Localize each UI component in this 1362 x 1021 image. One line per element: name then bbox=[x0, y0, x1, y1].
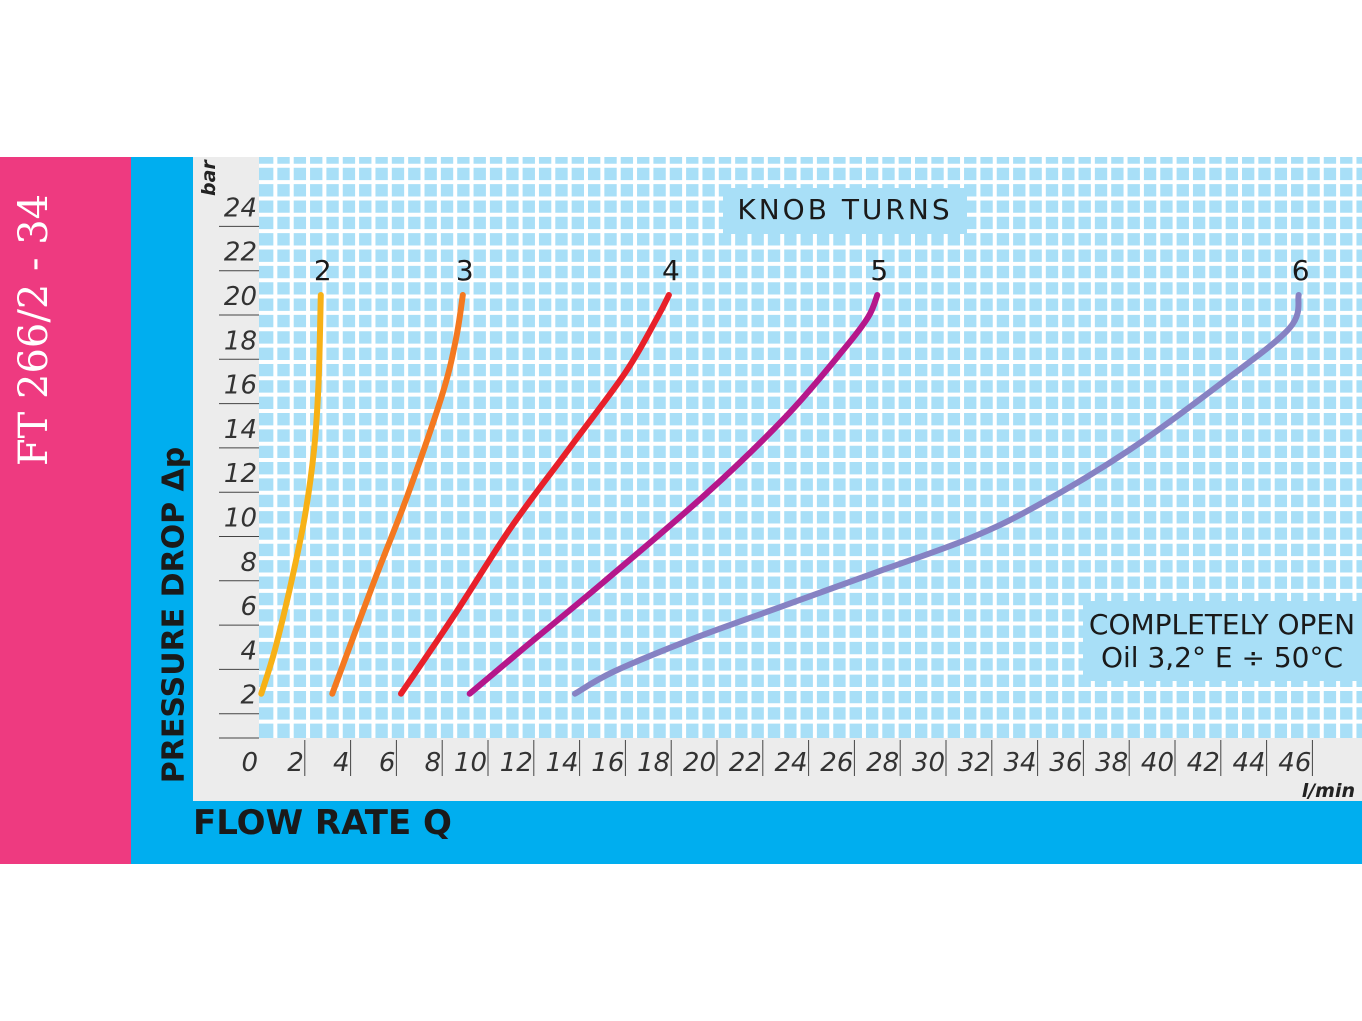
x-tick-label: 30 bbox=[912, 748, 945, 778]
x-tick-label: 12 bbox=[500, 748, 533, 778]
x-tick-label: 16 bbox=[591, 748, 624, 778]
x-axis-title: FLOW RATE Q bbox=[193, 803, 452, 843]
x-tick-label: 4 bbox=[333, 748, 350, 778]
note-line: Oil 3,2° E ÷ 50°C bbox=[1101, 641, 1343, 674]
series-line-4 bbox=[398, 292, 672, 697]
x-tick-label: 20 bbox=[683, 748, 716, 778]
x-tick-label: 26 bbox=[820, 748, 853, 778]
series-line-2 bbox=[258, 292, 324, 697]
model-band bbox=[0, 157, 131, 864]
x-tick-label: 34 bbox=[1004, 748, 1037, 778]
y-tick-label: 22 bbox=[224, 238, 257, 268]
y-tick-label: 16 bbox=[224, 371, 257, 401]
x-tick-label: 28 bbox=[866, 748, 899, 778]
series-label-5: 5 bbox=[870, 254, 888, 287]
legend-title-background bbox=[723, 188, 967, 234]
x-tick-label: 6 bbox=[379, 748, 396, 778]
y-tick-label: 18 bbox=[224, 326, 257, 356]
x-tick-label: 38 bbox=[1095, 748, 1128, 778]
y-tick-label: 20 bbox=[224, 282, 257, 312]
y-tick-label: 6 bbox=[240, 592, 257, 622]
x-tick-label: 14 bbox=[546, 748, 579, 778]
series-layer: 2 3 4 5 6 bbox=[258, 254, 1310, 697]
series-line-3 bbox=[329, 292, 466, 697]
series-label-2: 2 bbox=[314, 254, 332, 287]
note-line: COMPLETELY OPEN bbox=[1089, 608, 1355, 641]
series-label-4: 4 bbox=[662, 254, 680, 287]
y-tick-label: 12 bbox=[224, 459, 257, 489]
x-tick-label: 36 bbox=[1049, 748, 1082, 778]
y-tick-label: 24 bbox=[224, 193, 257, 223]
x-tick-label: 40 bbox=[1141, 748, 1174, 778]
series-label-6: 6 bbox=[1292, 254, 1310, 287]
series-line-6 bbox=[572, 292, 1302, 697]
x-axis: 0 2 4 6 8 10 12 14 16 18 20 22 24 26 28 30 32 34 36 38 40 42 4… bbox=[241, 740, 1355, 802]
x-tick-label: 42 bbox=[1187, 748, 1220, 778]
x-tick-label: 22 bbox=[729, 748, 762, 778]
y-unit-label: bar bbox=[198, 159, 220, 196]
x-tick-label: 44 bbox=[1233, 748, 1266, 778]
legend-title: KNOB TURNS bbox=[737, 193, 952, 226]
x-tick-label: 18 bbox=[637, 748, 670, 778]
x-unit-label: l/min bbox=[1302, 780, 1355, 802]
x-tick-label: 24 bbox=[775, 748, 808, 778]
y-tick-label: 8 bbox=[240, 548, 257, 578]
y-tick-label: 4 bbox=[240, 636, 257, 666]
x-tick-label: 32 bbox=[958, 748, 991, 778]
grid bbox=[259, 157, 1362, 738]
series-line-5 bbox=[466, 292, 881, 697]
y-tick-label: 14 bbox=[224, 415, 257, 445]
x-tick-label: 8 bbox=[425, 748, 442, 778]
x-tick-label: 2 bbox=[287, 748, 304, 778]
y-tick-label: 2 bbox=[240, 681, 257, 711]
x-tick-label: 0 bbox=[241, 748, 258, 778]
y-tick-label: 10 bbox=[224, 504, 257, 534]
legend-title-box: KNOB TURNS bbox=[723, 188, 967, 234]
x-tick-label: 46 bbox=[1278, 748, 1311, 778]
series-label-3: 3 bbox=[456, 254, 474, 287]
note-background bbox=[1083, 601, 1362, 681]
x-tick-label: 10 bbox=[454, 748, 487, 778]
